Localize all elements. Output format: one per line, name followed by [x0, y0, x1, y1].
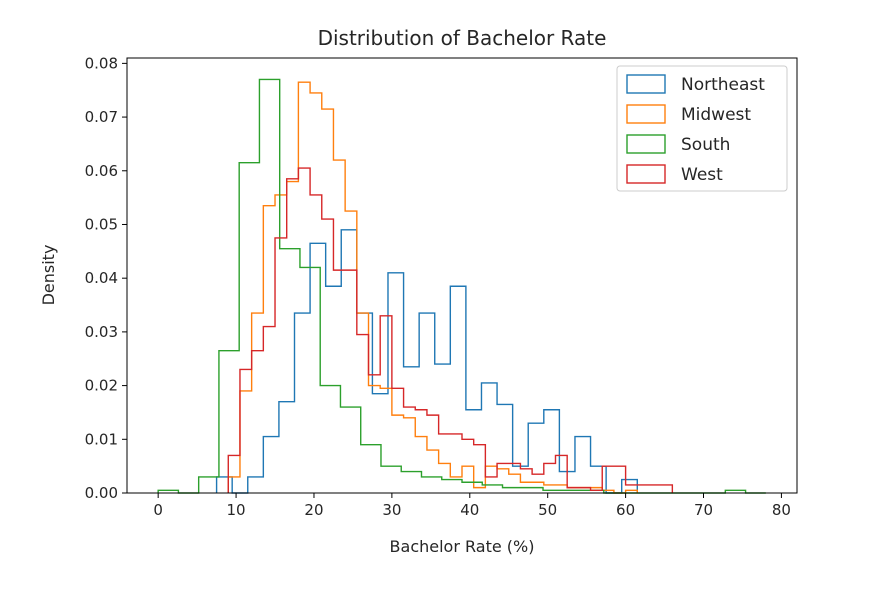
y-tick-label: 0.07: [85, 108, 118, 126]
y-tick-label: 0.00: [85, 484, 118, 502]
x-tick-label: 20: [304, 501, 323, 519]
legend-label-northeast: Northeast: [681, 75, 765, 95]
legend-swatch-northeast: [626, 74, 666, 94]
x-tick-label: 40: [460, 501, 479, 519]
legend: Northeast Midwest South West: [616, 65, 788, 192]
series-northeast-step: [215, 229, 638, 494]
x-tick-label: 0: [153, 501, 163, 519]
y-axis-label: Density: [39, 245, 58, 306]
series-midwest-step: [227, 81, 638, 494]
y-tick-label: 0.05: [85, 215, 118, 233]
legend-label-south: South: [681, 135, 730, 155]
x-axis: 0 10 20 30 40 50 60 70 80: [153, 493, 791, 519]
x-tick-label: 50: [538, 501, 557, 519]
x-tick-label: 70: [694, 501, 713, 519]
x-tick-label: 80: [772, 501, 791, 519]
legend-box: [616, 65, 788, 192]
legend-swatch-west: [626, 164, 666, 184]
x-tick-label: 30: [382, 501, 401, 519]
legend-items: Northeast Midwest South West: [626, 74, 765, 185]
x-tick-label: 10: [227, 501, 246, 519]
legend-label-west: West: [681, 165, 723, 185]
chart-title: Distribution of Bachelor Rate: [318, 26, 607, 50]
plot-area: [126, 57, 798, 494]
legend-swatch-south: [626, 134, 666, 154]
y-tick-label: 0.01: [85, 430, 118, 448]
y-axis: 0.00 0.01 0.02 0.03 0.04 0.05 0.06 0.07 0.08: [85, 54, 127, 502]
x-tick-label: 60: [616, 501, 635, 519]
axes-frame: [126, 57, 798, 494]
series-west-step: [227, 167, 674, 493]
y-tick-label: 0.02: [85, 377, 118, 395]
y-tick-label: 0.03: [85, 323, 118, 341]
legend-swatch-midwest: [626, 104, 666, 124]
y-tick-label: 0.06: [85, 162, 118, 180]
y-tick-label: 0.08: [85, 54, 118, 72]
x-axis-label: Bachelor Rate (%): [390, 537, 535, 556]
legend-label-midwest: Midwest: [681, 105, 751, 125]
y-tick-label: 0.04: [85, 269, 118, 287]
